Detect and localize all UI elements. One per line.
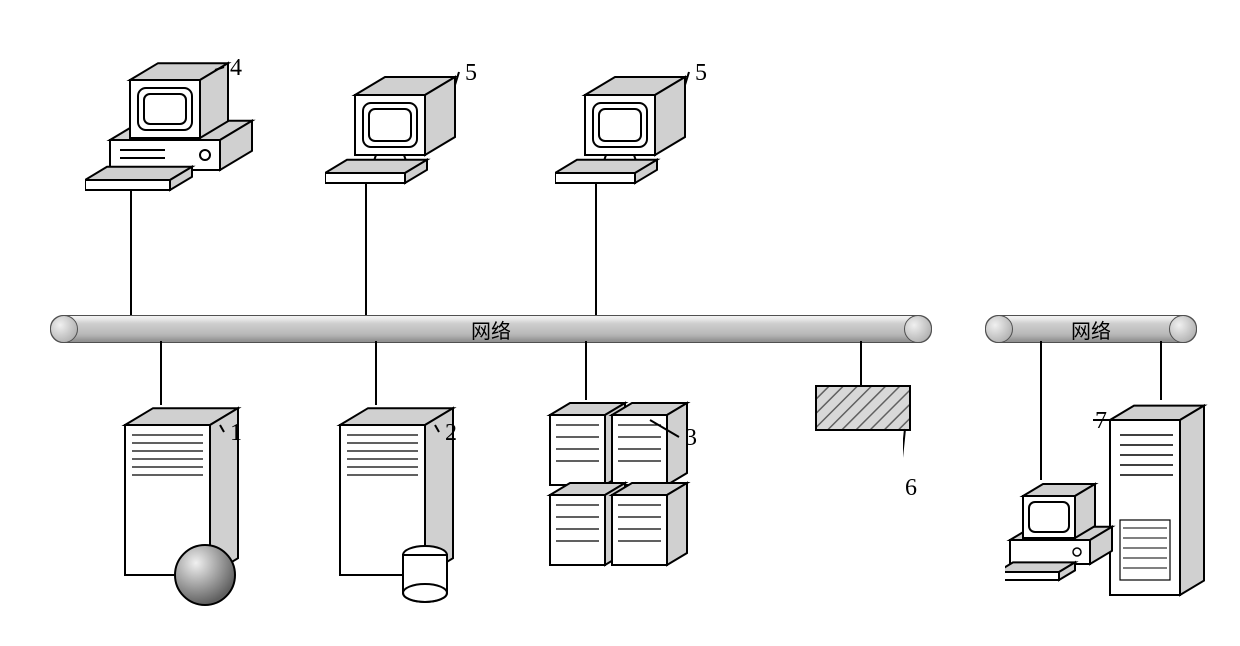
network-label: 网络 bbox=[471, 315, 511, 344]
network-label: 网络 bbox=[1071, 315, 1111, 344]
node-label: 5 bbox=[695, 60, 707, 87]
bridge-device-icon bbox=[815, 385, 911, 436]
network-bus: 网络 bbox=[50, 315, 932, 343]
node-label: 5 bbox=[465, 60, 477, 87]
diagram-canvas: 网络 网络 4 5 5 bbox=[0, 0, 1240, 646]
connection-line bbox=[860, 341, 862, 390]
connection-line bbox=[375, 341, 377, 405]
node-label: 1 bbox=[230, 420, 242, 447]
node-label: 4 bbox=[230, 55, 242, 82]
node-label: 2 bbox=[445, 420, 457, 447]
connection-line bbox=[160, 341, 162, 405]
connection-line bbox=[585, 341, 587, 400]
network-bus: 网络 bbox=[985, 315, 1197, 343]
node-label: 6 bbox=[905, 475, 917, 502]
connection-line bbox=[1160, 341, 1162, 400]
node-label: 3 bbox=[685, 425, 697, 452]
node-label: 7 bbox=[1095, 408, 1107, 435]
